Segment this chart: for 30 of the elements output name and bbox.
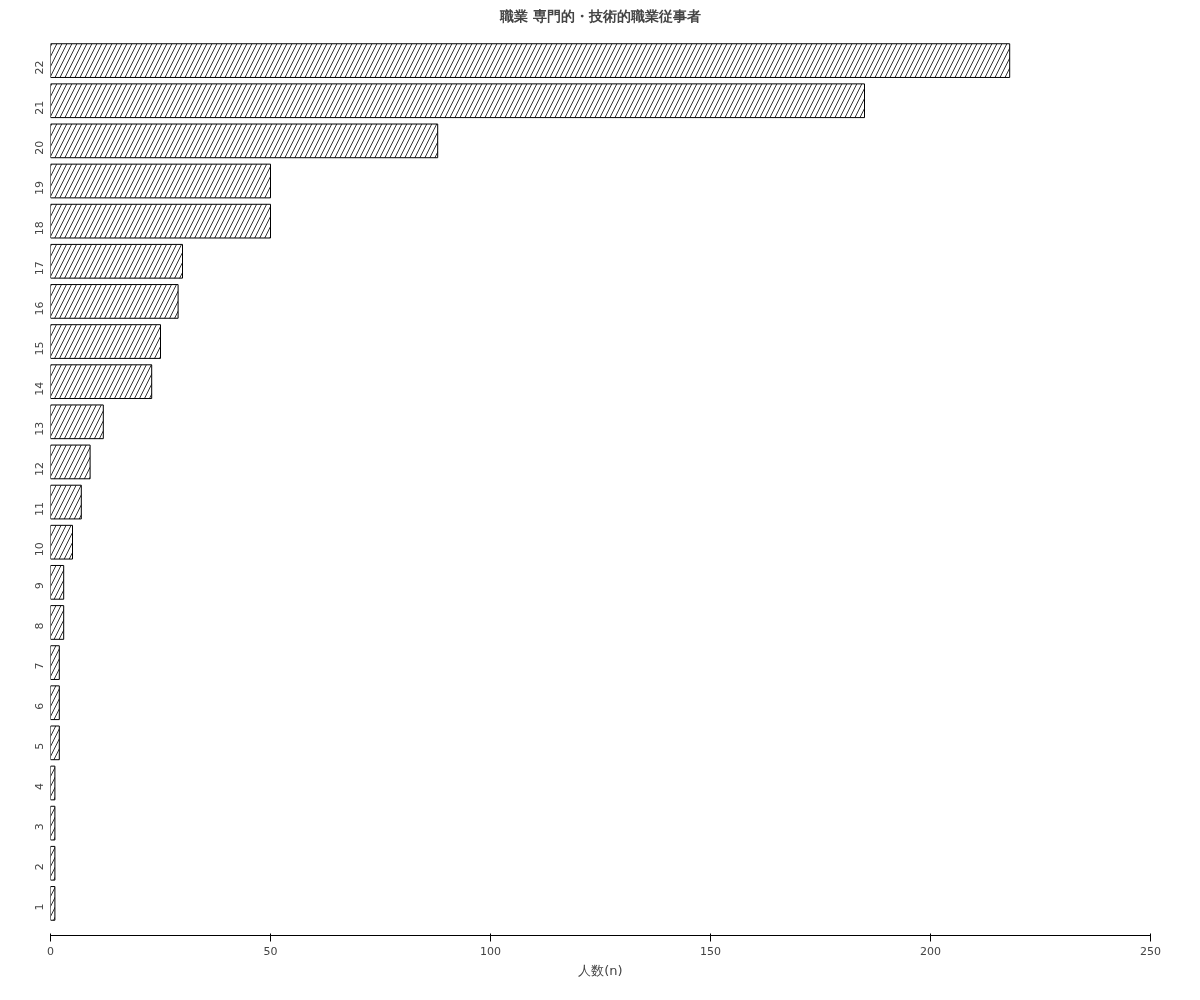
- y-tick-label: 15: [33, 341, 47, 356]
- y-tick-label: 14: [33, 381, 47, 396]
- x-tick-label: 150: [700, 944, 721, 958]
- y-tick-label: 2: [33, 863, 47, 871]
- y-tick-label: 8: [33, 622, 47, 630]
- y-tick-label: 19: [33, 181, 47, 195]
- y-tick-label: 20: [33, 140, 47, 155]
- chart-title: 職業 専門的・技術的職業従事者: [499, 7, 701, 24]
- y-tick-label: 9: [33, 582, 47, 590]
- y-tick-label: 21: [33, 100, 47, 115]
- y-tick-label: 6: [33, 702, 47, 710]
- y-tick-label: 12: [33, 461, 47, 476]
- x-tick-label: 0: [47, 944, 54, 958]
- x-tick-label: 250: [1140, 944, 1161, 958]
- y-tick-label: 7: [33, 662, 47, 670]
- y-tick-label: 10: [33, 542, 47, 557]
- x-tick-label: 50: [263, 944, 278, 958]
- y-tick-label: 1: [33, 903, 47, 911]
- y-tick-label: 13: [33, 421, 47, 436]
- y-tick-label: 22: [33, 60, 47, 75]
- y-tick-label: 17: [33, 261, 47, 276]
- x-axis-title: 人数(n): [578, 962, 623, 978]
- y-tick-label: 4: [33, 782, 47, 790]
- y-tick-label: 16: [33, 301, 47, 316]
- y-tick-label: 11: [33, 502, 47, 517]
- y-tick-label: 5: [33, 742, 47, 750]
- x-tick-label: 200: [920, 944, 941, 958]
- y-tick-label: 3: [33, 823, 47, 831]
- x-tick-label: 100: [480, 944, 501, 958]
- y-tick-label: 18: [33, 221, 47, 236]
